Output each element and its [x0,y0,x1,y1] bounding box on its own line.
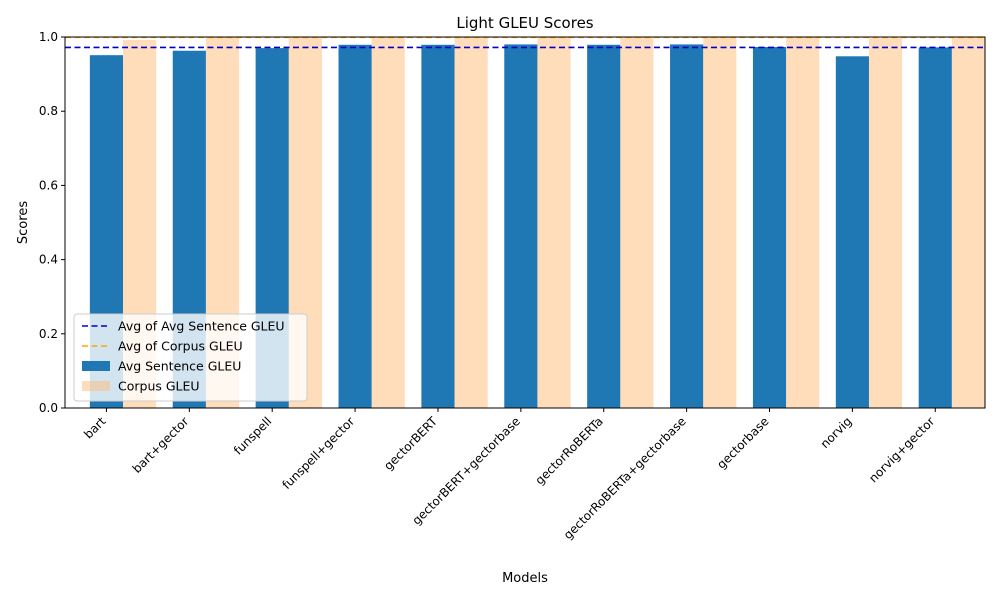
bar-corpus-gleu [454,37,488,408]
bar-corpus-gleu [371,37,405,408]
y-tick-label: 0.8 [39,104,58,118]
legend-label: Corpus GLEU [118,379,200,394]
legend-label: Avg of Corpus GLEU [118,339,243,354]
bar-avg-sentence-gleu [504,44,538,409]
bar-corpus-gleu [786,37,820,408]
legend-label: Avg Sentence GLEU [118,359,241,374]
legend-box [73,313,308,402]
bar-avg-sentence-gleu [670,44,704,409]
bar-corpus-gleu [703,37,737,408]
y-axis-label: Scores [16,201,31,244]
bar-corpus-gleu [868,38,903,408]
legend: Avg of Avg Sentence GLEU Avg of Corpus GL… [73,313,308,402]
y-tick-label: 0.6 [39,178,58,192]
y-tick-label: 0.4 [39,253,58,267]
y-tick-label: 1.0 [39,30,58,44]
bar-avg-sentence-gleu [421,44,455,408]
axes-frame [64,36,986,409]
bar-corpus-gleu [537,37,571,408]
legend-label: Avg of Avg Sentence GLEU [118,319,285,334]
bar-avg-sentence-gleu [752,47,787,408]
bar-avg-sentence-gleu [587,44,621,408]
y-tick-label: 0.0 [39,401,58,415]
x-axis-label: Models [502,571,548,586]
bar-avg-sentence-gleu [835,56,869,409]
chart-title: Light GLEU Scores [456,14,593,32]
bar-avg-sentence-gleu [918,47,952,408]
legend-patch-swatch [82,381,110,391]
bar-avg-sentence-gleu [338,44,372,408]
legend-patch-swatch [82,361,110,371]
bar-corpus-gleu [951,37,985,408]
y-tick-label: 0.2 [39,327,58,341]
bar-corpus-gleu [620,37,654,408]
